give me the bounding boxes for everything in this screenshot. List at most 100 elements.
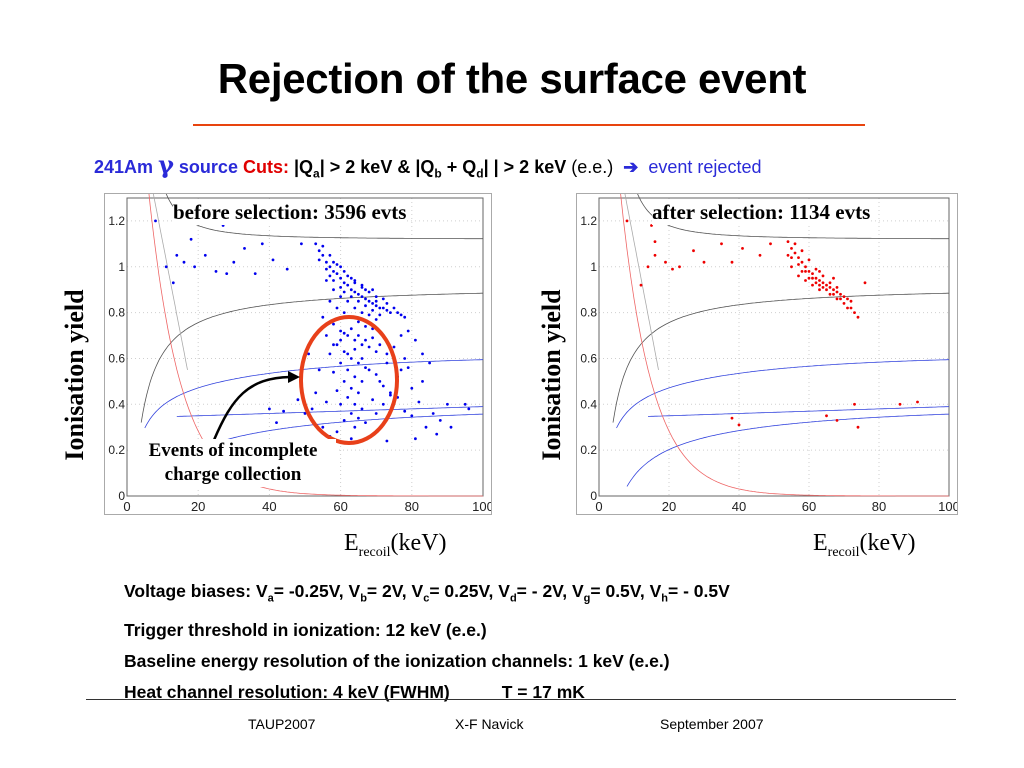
scatter-point <box>374 299 378 303</box>
scatter-point <box>678 265 681 269</box>
scatter-point <box>314 391 318 395</box>
scatter-point <box>399 368 403 372</box>
scatter-point <box>463 402 467 406</box>
x-tick-label: 60 <box>333 499 347 514</box>
scatter-point <box>417 400 421 404</box>
scatter-point <box>339 329 342 333</box>
scatter-point <box>328 253 332 257</box>
scatter-point <box>364 297 367 301</box>
scatter-point <box>811 283 814 287</box>
x-axis-title-right: Erecoil(keV) <box>813 530 916 560</box>
scatter-point <box>786 253 790 257</box>
y-tick-label: 0.2 <box>108 443 125 457</box>
scatter-point <box>730 416 734 420</box>
scatter-point <box>371 288 374 292</box>
plot-frame <box>126 197 484 497</box>
scatter-point <box>828 281 832 285</box>
scatter-point <box>253 272 257 275</box>
result-label: event rejected <box>648 157 762 177</box>
y-tick-label: 0 <box>590 489 597 503</box>
scatter-point <box>804 265 807 269</box>
scatter-point <box>357 320 360 324</box>
scatter-point <box>406 366 410 369</box>
scatter-point <box>378 380 382 383</box>
scatter-point <box>353 279 357 282</box>
scatter-point <box>786 240 790 243</box>
scatter-point <box>353 290 357 294</box>
scatter-point <box>790 247 793 250</box>
scatter-point <box>349 295 353 298</box>
scatter-point <box>807 270 811 273</box>
upper-band-curve <box>637 194 949 240</box>
scatter-point <box>349 327 353 331</box>
scatter-point <box>342 290 346 294</box>
x-tick-label: 20 <box>191 499 205 514</box>
scatter-point <box>671 267 674 271</box>
scatter-point <box>321 244 325 248</box>
scatter-point <box>332 343 335 347</box>
scatter-point <box>360 311 364 314</box>
scatter-point <box>260 242 264 246</box>
scatter-point <box>832 288 835 292</box>
scatter-point <box>332 270 335 273</box>
note-trigger-threshold: Trigger threshold in ionization: 12 keV … <box>124 619 487 640</box>
scatter-point <box>818 283 821 287</box>
scatter-point <box>424 425 428 429</box>
scatter-point <box>811 276 814 280</box>
scatter-point <box>828 286 832 289</box>
scatter-point <box>821 286 825 289</box>
dotted-threshold-line <box>624 194 659 370</box>
cuts-label: Cuts: <box>242 157 289 177</box>
scatter-point <box>446 402 449 406</box>
scatter-point <box>353 281 357 285</box>
scatter-point <box>346 352 350 356</box>
plot-frame <box>598 197 950 497</box>
annotation-label: Events of incomplete charge collection <box>130 439 336 487</box>
incomplete-charge-ellipse <box>299 315 399 445</box>
gamma-symbol: γ <box>158 150 174 179</box>
blue-band-mid <box>647 406 950 417</box>
scatter-point <box>360 295 364 298</box>
blue-band-mid <box>176 406 484 417</box>
scatter-point <box>374 295 378 298</box>
scatter-point <box>741 247 744 250</box>
scatter-point <box>692 249 695 253</box>
scatter-point <box>349 386 353 390</box>
y-tick-label: 0.6 <box>580 351 597 365</box>
scatter-point <box>421 352 424 356</box>
scatter-point <box>814 281 818 285</box>
scatter-point <box>374 373 378 376</box>
scatter-point <box>839 292 842 296</box>
scatter-point <box>431 412 435 415</box>
y-tick-label: 0.8 <box>108 306 125 320</box>
scatter-point <box>268 407 271 411</box>
scatter-point <box>849 306 853 310</box>
scatter-point <box>389 393 392 397</box>
scatter-point <box>793 242 797 246</box>
y-tick-label: 1 <box>118 260 125 274</box>
scatter-point <box>389 391 392 395</box>
scatter-point <box>164 265 168 269</box>
cut-expression: |Qa| > 2 keV & |Qb + Qd| | > 2 keV <box>293 157 567 181</box>
scatter-point <box>856 425 860 429</box>
scatter-point <box>364 338 367 342</box>
scatter-point <box>346 334 350 337</box>
scatter-point <box>203 253 207 257</box>
scatter-point <box>835 286 839 289</box>
scatter-point <box>317 249 321 253</box>
scatter-point <box>335 263 339 266</box>
scatter-point <box>360 407 364 411</box>
plot-title-before: before selection: 3596 evts <box>173 200 407 225</box>
scatter-point <box>349 437 353 441</box>
lower-band-curve <box>140 292 483 423</box>
scatter-point <box>364 325 367 328</box>
scatter-point <box>342 419 346 422</box>
annotation-arrow <box>212 375 291 441</box>
scatter-point <box>406 329 410 333</box>
scatter-point <box>374 412 378 415</box>
scatter-point <box>653 253 657 257</box>
scatter-point <box>225 272 229 275</box>
scatter-point <box>367 345 371 349</box>
scatter-point <box>353 425 357 429</box>
note-voltage-biases: Voltage biases: Va= -0.25V, Vb= 2V, Vc= … <box>124 581 730 605</box>
